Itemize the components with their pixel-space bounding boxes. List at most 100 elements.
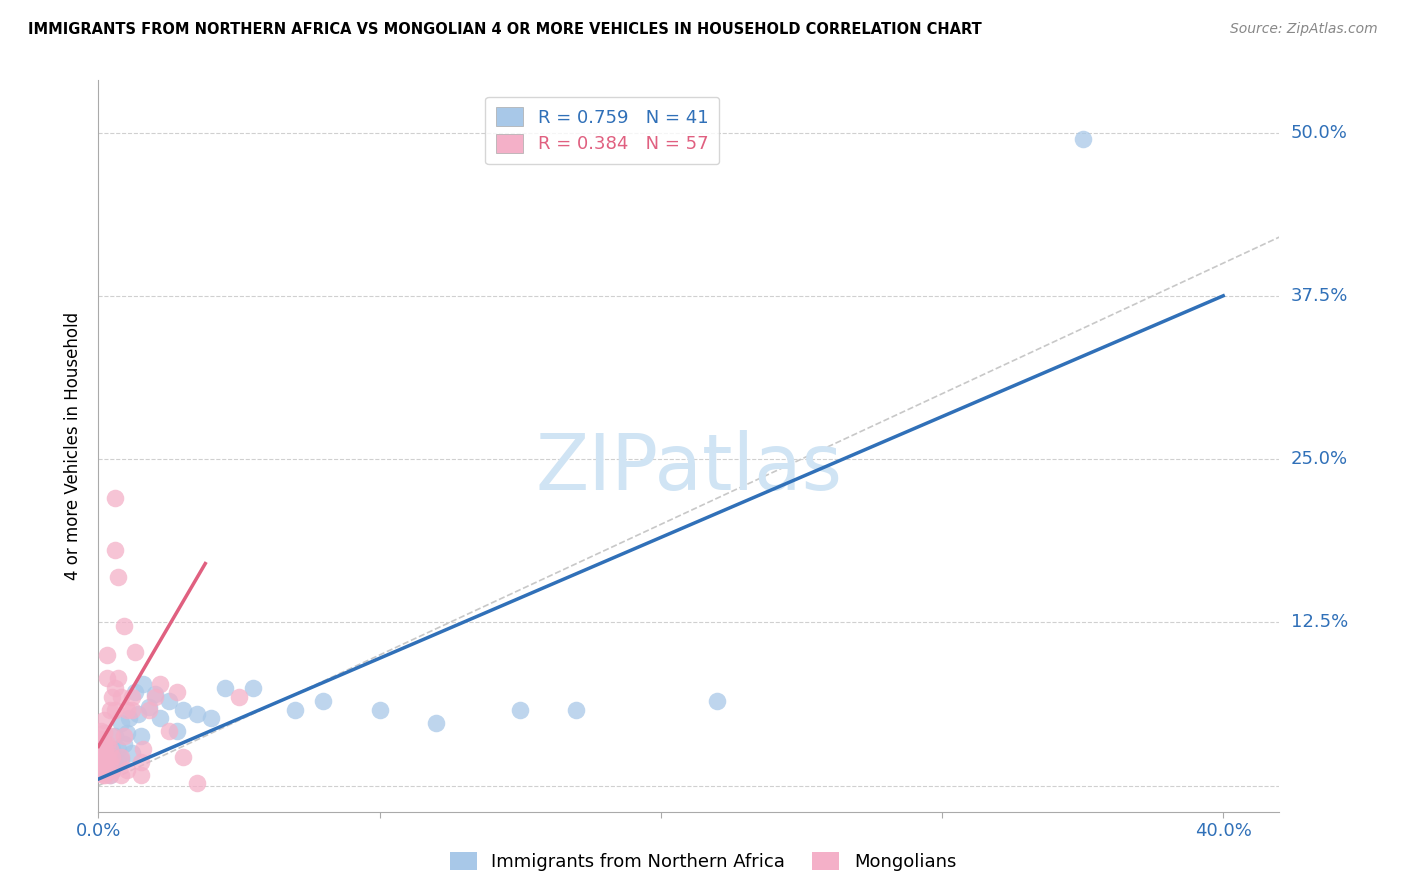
Point	[93, 714, 115, 728]
Point	[91, 755, 114, 769]
Point	[115, 763, 138, 777]
Point	[138, 700, 160, 714]
Point	[129, 768, 152, 782]
Point	[129, 729, 152, 743]
Point	[96, 737, 118, 751]
Point	[107, 755, 129, 769]
Point	[96, 749, 118, 764]
Point	[101, 690, 124, 704]
Point	[312, 694, 335, 708]
Point	[149, 711, 172, 725]
Point	[93, 726, 115, 740]
Point	[214, 681, 236, 695]
Point	[118, 711, 141, 725]
Point	[98, 703, 121, 717]
Point	[138, 703, 160, 717]
Point	[104, 729, 127, 743]
Point	[104, 543, 127, 558]
Point	[107, 569, 129, 583]
Point	[110, 749, 132, 764]
Point	[127, 706, 149, 721]
Point	[90, 752, 112, 766]
Text: 50.0%: 50.0%	[1291, 123, 1347, 142]
Point	[90, 731, 112, 746]
Point	[93, 763, 115, 777]
Point	[172, 749, 194, 764]
Point	[93, 737, 115, 751]
Point	[89, 765, 111, 780]
Point	[143, 687, 166, 701]
Point	[284, 703, 307, 717]
Point	[110, 690, 132, 704]
Point	[96, 648, 118, 662]
Point	[706, 694, 728, 708]
Point	[166, 723, 188, 738]
Point	[107, 672, 129, 686]
Text: 37.5%: 37.5%	[1291, 287, 1348, 305]
Point	[228, 690, 250, 704]
Point	[112, 737, 135, 751]
Point	[96, 759, 118, 773]
Point	[101, 749, 124, 764]
Point	[90, 763, 112, 777]
Point	[124, 645, 146, 659]
Point	[121, 703, 143, 717]
Y-axis label: 4 or more Vehicles in Household: 4 or more Vehicles in Household	[65, 312, 83, 580]
Point	[107, 742, 129, 756]
Point	[101, 763, 124, 777]
Point	[186, 776, 208, 790]
Point	[112, 619, 135, 633]
Point	[96, 672, 118, 686]
Point	[98, 742, 121, 756]
Legend: Immigrants from Northern Africa, Mongolians: Immigrants from Northern Africa, Mongoli…	[443, 845, 963, 879]
Point	[91, 768, 114, 782]
Point	[104, 491, 127, 506]
Point	[200, 711, 222, 725]
Text: 12.5%: 12.5%	[1291, 614, 1348, 632]
Point	[132, 742, 155, 756]
Point	[101, 763, 124, 777]
Point	[368, 703, 391, 717]
Point	[121, 690, 143, 704]
Point	[96, 763, 118, 777]
Point	[157, 723, 180, 738]
Point	[104, 681, 127, 695]
Point	[186, 706, 208, 721]
Point	[121, 746, 143, 760]
Point	[90, 749, 112, 764]
Point	[115, 703, 138, 717]
Point	[93, 759, 115, 773]
Point	[101, 729, 124, 743]
Point	[565, 703, 588, 717]
Text: IMMIGRANTS FROM NORTHERN AFRICA VS MONGOLIAN 4 OR MORE VEHICLES IN HOUSEHOLD COR: IMMIGRANTS FROM NORTHERN AFRICA VS MONGO…	[28, 22, 981, 37]
Text: ZIPatlas: ZIPatlas	[536, 430, 842, 506]
Point	[149, 676, 172, 690]
Point	[98, 768, 121, 782]
Point	[90, 723, 112, 738]
Point	[129, 755, 152, 769]
Point	[157, 694, 180, 708]
Point	[110, 752, 132, 766]
Point	[124, 684, 146, 698]
Point	[166, 684, 188, 698]
Point	[104, 703, 127, 717]
Point	[91, 742, 114, 756]
Point	[101, 742, 124, 756]
Point	[94, 755, 117, 769]
Point	[110, 715, 132, 730]
Point	[143, 690, 166, 704]
Point	[98, 768, 121, 782]
Point	[1071, 132, 1094, 146]
Point	[98, 749, 121, 764]
Point	[93, 739, 115, 754]
Point	[94, 768, 117, 782]
Point	[93, 749, 115, 764]
Point	[90, 739, 112, 754]
Point	[509, 703, 531, 717]
Point	[94, 742, 117, 756]
Legend: R = 0.759   N = 41, R = 0.384   N = 57: R = 0.759 N = 41, R = 0.384 N = 57	[485, 96, 720, 164]
Point	[115, 726, 138, 740]
Text: Source: ZipAtlas.com: Source: ZipAtlas.com	[1230, 22, 1378, 37]
Point	[172, 703, 194, 717]
Point	[110, 768, 132, 782]
